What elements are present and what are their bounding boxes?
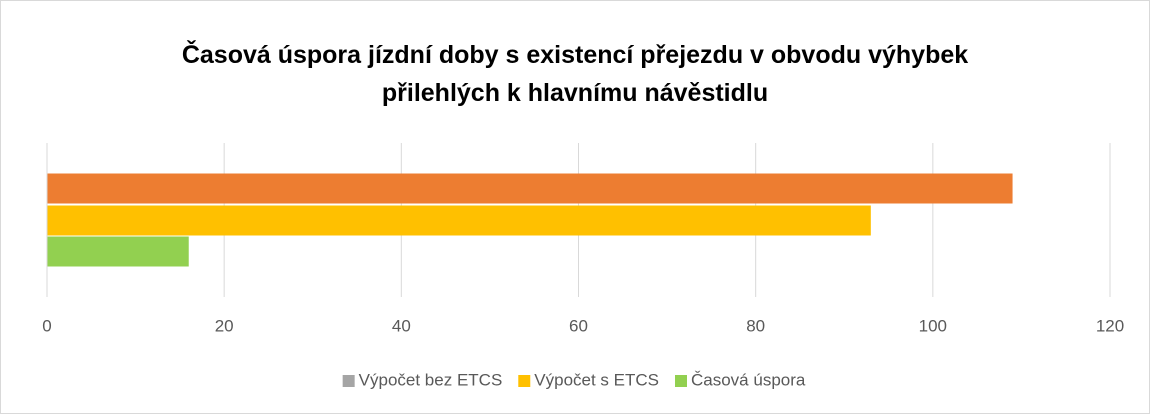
x-tick-label: 80 bbox=[746, 316, 765, 335]
legend-label: Časová úspora bbox=[691, 370, 806, 389]
legend-swatch bbox=[518, 375, 531, 387]
x-tick-label: 100 bbox=[919, 316, 947, 335]
bar bbox=[47, 173, 1013, 204]
x-tick-label: 0 bbox=[42, 316, 51, 335]
legend-swatch bbox=[342, 375, 355, 387]
x-tick-label: 40 bbox=[392, 316, 411, 335]
chart-title: Časová úspora jízdní doby s existencí př… bbox=[181, 41, 969, 107]
bar bbox=[47, 236, 189, 267]
legend-label: Výpočet s ETCS bbox=[534, 370, 659, 389]
legend-swatch bbox=[675, 375, 687, 387]
bar bbox=[47, 205, 871, 236]
x-tick-label: 60 bbox=[569, 316, 588, 335]
x-tick-label: 20 bbox=[215, 316, 234, 335]
legend-label: Výpočet bez ETCS bbox=[359, 370, 503, 389]
x-tick-label: 120 bbox=[1096, 316, 1124, 335]
